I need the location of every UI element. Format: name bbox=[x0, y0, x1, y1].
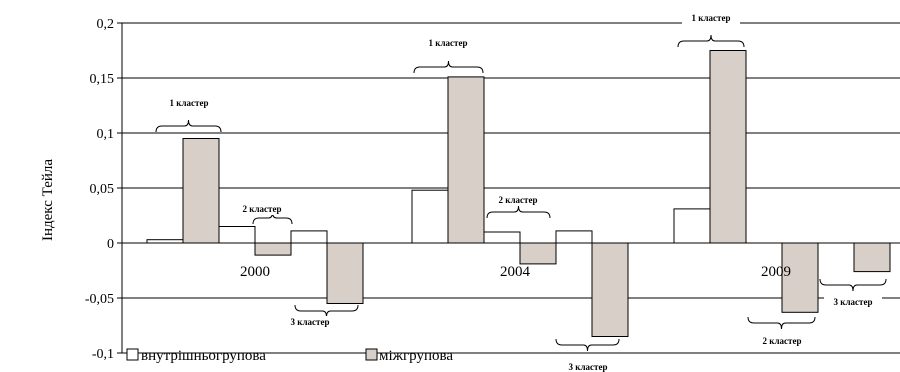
cluster-label: 2 кластер bbox=[499, 195, 538, 205]
cluster-brace bbox=[677, 34, 745, 48]
bar-intragroup bbox=[673, 208, 711, 244]
cluster-label: 1 кластер bbox=[692, 13, 731, 23]
bar-intergroup bbox=[519, 242, 557, 265]
bar-intergroup bbox=[709, 50, 747, 244]
y-tick-label: 0,1 bbox=[97, 127, 115, 142]
y-tick-label: 0,15 bbox=[90, 72, 115, 87]
y-tick-label: 0 bbox=[107, 237, 114, 252]
cluster-brace bbox=[294, 304, 359, 318]
y-tick-label: -0,05 bbox=[85, 292, 114, 307]
bar-intragroup bbox=[218, 226, 256, 244]
cluster-label-bg bbox=[489, 194, 547, 206]
bar-intragroup bbox=[555, 230, 593, 244]
bar-intergroup bbox=[853, 242, 891, 273]
cluster-label-bg bbox=[419, 37, 477, 49]
cluster-label: 1 кластер bbox=[429, 38, 468, 48]
cluster-label-bg bbox=[160, 97, 218, 109]
cluster-brace bbox=[819, 278, 887, 292]
x-category-label: 2000 bbox=[240, 264, 270, 280]
legend-swatch-intergroup bbox=[365, 348, 378, 361]
cluster-label: 1 кластер bbox=[170, 98, 209, 108]
cluster-label: 3 кластер bbox=[834, 297, 873, 307]
legend-label-intergroup: міжгрупова bbox=[379, 348, 453, 364]
x-category-label: 2004 bbox=[500, 264, 531, 280]
y-tick-label: -0,1 bbox=[92, 347, 114, 362]
annotation-layer: 1 кластер 2 кластер 3 кластер 1 кластер 2 кл… bbox=[155, 12, 887, 372]
y-tick-label: 0,2 bbox=[97, 17, 115, 32]
bar-intragroup bbox=[483, 231, 521, 244]
cluster-label-bg bbox=[753, 335, 811, 347]
cluster-label: 3 кластер bbox=[291, 317, 330, 327]
cluster-brace bbox=[413, 60, 484, 74]
cluster-label-bg bbox=[682, 12, 740, 24]
cluster-label: 2 кластер bbox=[243, 204, 282, 214]
legend-swatch-intragroup bbox=[126, 348, 139, 361]
cluster-brace bbox=[155, 119, 222, 133]
cluster-label-bg bbox=[824, 296, 882, 308]
cluster-label: 2 кластер bbox=[763, 336, 802, 346]
cluster-label-bg bbox=[233, 203, 291, 215]
bar-intragroup bbox=[290, 230, 328, 244]
cluster-brace bbox=[486, 205, 551, 219]
bar-intergroup bbox=[591, 242, 629, 337]
axis-layer: 0,2 0,15 0,1 0,05 0 -0,05 -0,1 2000 2004 2009 bbox=[85, 17, 791, 362]
bar-intragroup bbox=[411, 189, 449, 244]
bar-intergroup bbox=[447, 76, 485, 244]
cluster-brace bbox=[747, 316, 816, 330]
legend-label-intragroup: внутрішньогрупова bbox=[141, 348, 266, 364]
bar-intergroup bbox=[254, 242, 292, 256]
cluster-brace bbox=[555, 338, 620, 352]
bar-intergroup bbox=[182, 138, 220, 244]
cluster-label: 3 кластер bbox=[569, 362, 608, 372]
x-category-label: 2009 bbox=[761, 264, 791, 280]
y-axis-label: Індекс Тейла bbox=[40, 159, 56, 241]
bar-intergroup bbox=[326, 242, 364, 304]
cluster-label-bg bbox=[559, 361, 617, 372]
legend: внутрішньогрупова міжгрупова bbox=[126, 348, 453, 364]
cluster-label-bg bbox=[281, 316, 339, 328]
bars-layer bbox=[122, 50, 900, 337]
y-tick-label: 0,05 bbox=[90, 182, 115, 197]
